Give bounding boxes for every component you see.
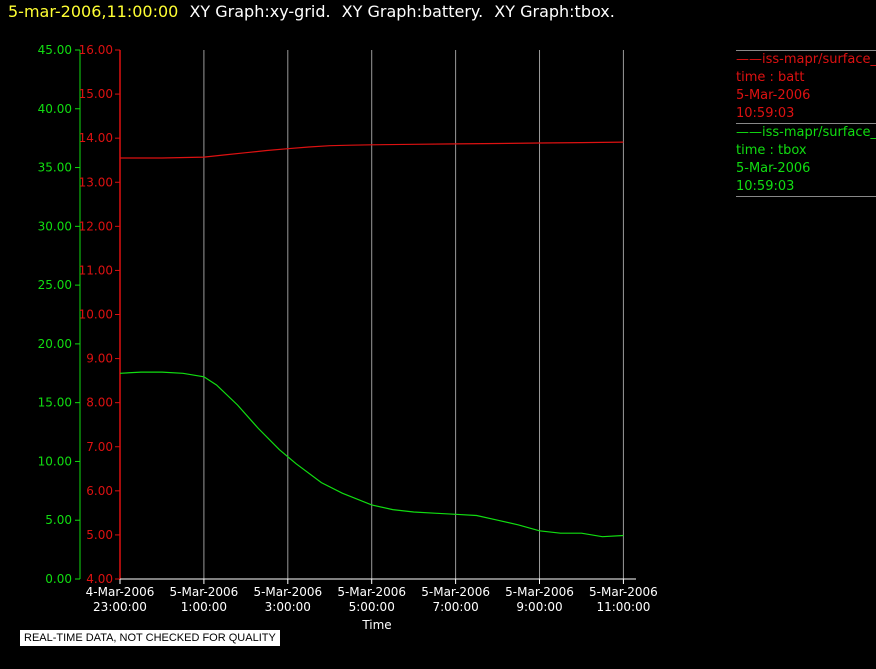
left-axis-tick-label: 35.00 <box>38 161 72 175</box>
legend-date-batt: 5-Mar-2006 <box>736 88 811 103</box>
left-axis-tick-label: 10.00 <box>38 454 72 468</box>
battery-axis-tick-label: 7.00 <box>86 440 113 454</box>
legend-entry-batt: ——iss-mapr/surface_ time : batt 5-Mar-20… <box>736 50 876 121</box>
battery-axis-tick-label: 5.00 <box>86 528 113 542</box>
x-axis-tick-date: 5-Mar-2006 <box>337 585 406 599</box>
quality-disclaimer-badge: REAL-TIME DATA, NOT CHECKED FOR QUALITY <box>20 630 280 646</box>
legend: ——iss-mapr/surface_ time : batt 5-Mar-20… <box>736 50 876 197</box>
x-axis-tick-date: 5-Mar-2006 <box>505 585 574 599</box>
x-axis-tick-time: 7:00:00 <box>432 600 478 614</box>
battery-axis-tick-label: 8.00 <box>86 396 113 410</box>
header-title-tbox: XY Graph:tbox. <box>494 2 615 21</box>
battery-axis-tick-label: 13.00 <box>79 175 113 189</box>
left-axis-tick-label: 5.00 <box>45 513 72 527</box>
battery-axis-tick-label: 14.00 <box>79 131 113 145</box>
legend-time-batt: 10:59:03 <box>736 106 795 121</box>
left-axis-tick-label: 0.00 <box>45 572 72 586</box>
left-axis-tick-label: 15.00 <box>38 396 72 410</box>
series-line-batt <box>120 141 624 159</box>
battery-axis-tick-label: 9.00 <box>86 352 113 366</box>
x-axis-tick-date: 5-Mar-2006 <box>253 585 322 599</box>
left-axis-tick-label: 40.00 <box>38 102 72 116</box>
legend-series-name-tbox: iss-mapr/surface_ <box>762 125 876 140</box>
x-axis-title: Time <box>361 618 391 632</box>
x-axis-tick-time: 11:00:00 <box>596 600 650 614</box>
battery-axis-tick-label: 6.00 <box>86 484 113 498</box>
graph-header: 5-mar-2006,11:00:00 XY Graph:xy-grid. XY… <box>8 2 615 21</box>
left-axis-tick-label: 45.00 <box>38 43 72 57</box>
legend-series-label-batt: time : batt <box>736 70 805 85</box>
x-axis-tick-date: 4-Mar-2006 <box>86 585 155 599</box>
x-axis-tick-time: 9:00:00 <box>516 600 562 614</box>
legend-series-label-tbox: time : tbox <box>736 143 807 158</box>
left-axis-tick-label: 30.00 <box>38 219 72 233</box>
x-axis-tick-date: 5-Mar-2006 <box>589 585 658 599</box>
battery-axis-tick-label: 12.00 <box>79 219 113 233</box>
header-title-battery: XY Graph:battery. <box>341 2 484 21</box>
legend-series-name-batt: iss-mapr/surface_ <box>762 52 876 67</box>
battery-axis-tick-label: 15.00 <box>79 87 113 101</box>
x-axis-tick-time: 23:00:00 <box>93 600 147 614</box>
legend-date-tbox: 5-Mar-2006 <box>736 161 811 176</box>
series-line-tbox <box>119 371 624 538</box>
legend-entry-tbox: ——iss-mapr/surface_ time : tbox 5-Mar-20… <box>736 123 876 197</box>
header-title-xy-grid: XY Graph:xy-grid. <box>189 2 331 21</box>
battery-axis-tick-label: 11.00 <box>79 263 113 277</box>
x-axis-tick-time: 3:00:00 <box>265 600 311 614</box>
left-axis-tick-label: 25.00 <box>38 278 72 292</box>
x-axis-tick-time: 5:00:00 <box>349 600 395 614</box>
battery-axis-tick-label: 16.00 <box>79 43 113 57</box>
x-axis-tick-date: 5-Mar-2006 <box>421 585 490 599</box>
header-timestamp: 5-mar-2006,11:00:00 <box>8 2 179 21</box>
x-axis-tick-time: 1:00:00 <box>181 600 227 614</box>
x-axis-tick-date: 5-Mar-2006 <box>170 585 239 599</box>
battery-axis-tick-label: 4.00 <box>86 572 113 586</box>
left-axis-tick-label: 20.00 <box>38 337 72 351</box>
legend-time-tbox: 10:59:03 <box>736 179 795 194</box>
battery-axis-tick-label: 10.00 <box>79 308 113 322</box>
